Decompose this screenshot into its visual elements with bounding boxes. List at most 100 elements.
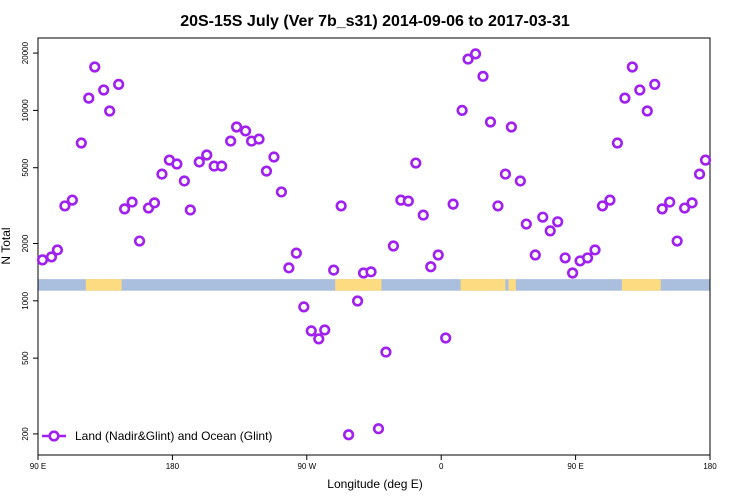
point — [89, 61, 101, 73]
point — [148, 197, 161, 209]
point — [178, 175, 190, 187]
point — [365, 266, 377, 278]
land-segment — [460, 279, 506, 291]
point — [260, 165, 273, 177]
point — [59, 200, 71, 212]
point — [319, 324, 331, 336]
land-segment — [508, 279, 516, 291]
point — [51, 244, 64, 256]
point — [119, 203, 131, 215]
point — [581, 252, 594, 264]
point — [462, 53, 474, 65]
legend-marker — [48, 430, 60, 442]
point — [275, 186, 288, 198]
point — [216, 160, 228, 172]
point — [425, 261, 437, 273]
point — [679, 202, 691, 214]
point — [626, 61, 638, 73]
point — [505, 121, 517, 133]
point — [514, 175, 526, 187]
point — [193, 156, 205, 168]
point — [104, 105, 116, 117]
point — [184, 204, 196, 216]
legend-label: Land (Nadir&Glint) and Ocean (Glint) — [75, 429, 272, 443]
point — [98, 84, 110, 96]
point — [529, 249, 541, 261]
x-tick-label: 0 — [439, 462, 444, 471]
point — [305, 325, 317, 337]
point — [432, 249, 444, 261]
point — [611, 137, 624, 149]
point — [492, 200, 504, 212]
point — [484, 116, 497, 128]
point — [417, 209, 429, 221]
point — [225, 135, 237, 147]
point — [45, 251, 58, 263]
point — [589, 244, 601, 256]
point — [634, 84, 646, 96]
point — [36, 254, 49, 266]
point — [133, 235, 146, 247]
y-tick-label: 5000 — [21, 158, 30, 176]
point — [596, 200, 609, 212]
point — [499, 168, 512, 180]
point — [664, 196, 676, 208]
point — [477, 70, 489, 82]
plot-frame — [37, 37, 711, 456]
y-tick-label: 200 — [21, 427, 30, 441]
point — [447, 198, 459, 210]
point — [231, 121, 243, 133]
point — [649, 78, 661, 90]
point — [469, 48, 482, 60]
chart-title: 20S-15S July (Ver 7b_s31) 2014-09-06 to … — [180, 13, 570, 30]
point — [537, 211, 549, 223]
point — [410, 157, 422, 169]
x-tick-label: 90 E — [567, 462, 583, 471]
point — [171, 158, 183, 170]
point — [335, 200, 347, 212]
x-tick-label: 180 — [703, 462, 717, 471]
y-tick-label: 10000 — [21, 99, 30, 122]
point — [619, 92, 631, 104]
y-tick-label: 20000 — [21, 41, 30, 64]
point — [75, 137, 87, 149]
point — [372, 423, 385, 435]
land-segment — [85, 279, 122, 291]
point — [313, 333, 325, 345]
point — [402, 195, 414, 207]
y-tick-label: 2000 — [21, 234, 30, 252]
point — [641, 105, 653, 117]
x-axis-label: Longitude (deg E) — [327, 477, 422, 491]
point — [567, 267, 579, 279]
point — [66, 194, 78, 206]
point — [693, 168, 706, 180]
point — [253, 133, 265, 145]
point — [290, 247, 302, 259]
point — [520, 218, 532, 230]
point — [156, 168, 168, 180]
y-axis-label: N Total — [0, 227, 13, 264]
land-segment — [335, 279, 382, 291]
point — [380, 346, 392, 358]
point — [552, 216, 564, 228]
y-tick-label: 1000 — [21, 291, 30, 309]
point — [671, 235, 683, 247]
point — [343, 429, 355, 441]
point — [298, 301, 310, 313]
point — [351, 295, 364, 307]
x-tick-label: 90 W — [297, 462, 316, 471]
point — [656, 203, 668, 215]
point — [699, 154, 712, 166]
x-tick-label: 90 E — [30, 462, 46, 471]
point — [440, 332, 452, 344]
point — [283, 262, 295, 274]
x-tick-label: 180 — [166, 462, 180, 471]
point — [328, 264, 340, 276]
point — [686, 197, 698, 209]
point — [201, 149, 213, 161]
point — [387, 240, 400, 252]
point — [83, 92, 95, 104]
y-tick-label: 500 — [21, 351, 30, 365]
point — [113, 78, 125, 90]
